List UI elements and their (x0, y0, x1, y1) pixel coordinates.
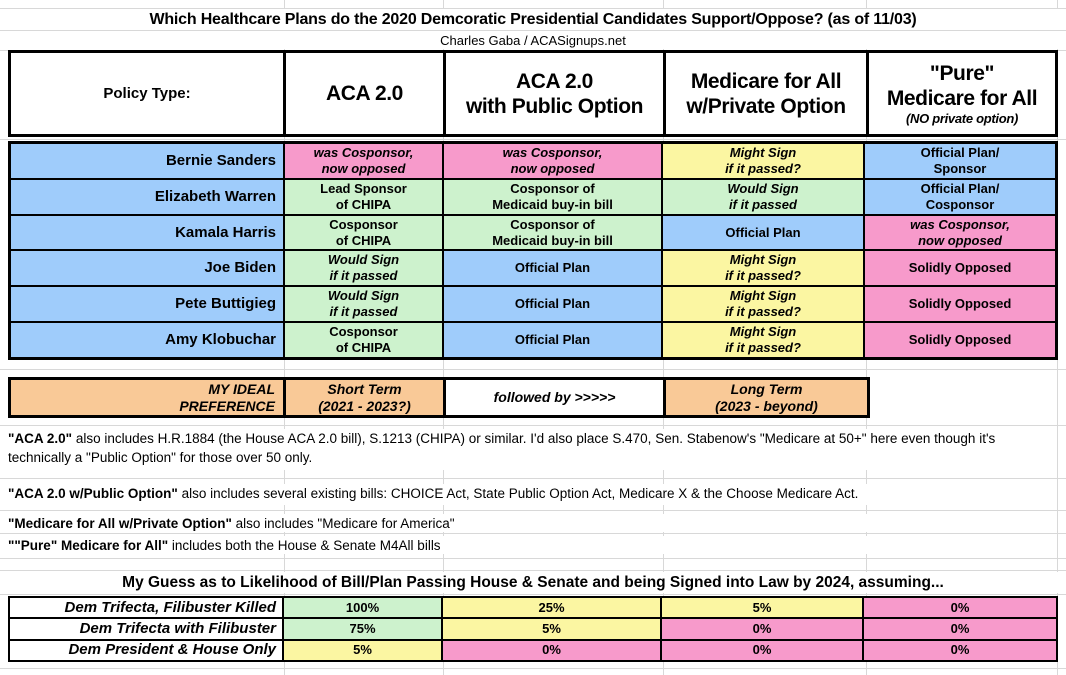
cell-biden-aca20po: Official Plan (444, 251, 661, 286)
gridline (0, 533, 1066, 534)
likelihood-title: My Guess as to Likelihood of Bill/Plan P… (0, 572, 1066, 593)
cell-harris-m4ap: Official Plan (663, 215, 863, 250)
gridline (0, 570, 1066, 571)
cell-sanders-m4ap: Might Sign if it passed? (663, 144, 863, 178)
likelihood-cell: 0% (443, 640, 660, 660)
page-subtitle: Charles Gaba / ACASignups.net (0, 31, 1066, 49)
gridline (0, 478, 1066, 479)
footnote-pure-m4a: ""Pure" Medicare for All" includes both … (8, 536, 1054, 554)
header-aca20: ACA 2.0 (286, 53, 443, 134)
likelihood-cell: 5% (443, 619, 660, 639)
footnote-aca20-public-option: "ACA 2.0 w/Public Option" also includes … (8, 484, 1054, 505)
gridline (0, 510, 1066, 511)
likelihood-cell: 75% (284, 619, 441, 639)
preference-table: MY IDEAL PREFERENCE Short Term (2021 - 202… (8, 377, 870, 418)
cell-buttigieg-pure: Solidly Opposed (865, 287, 1055, 322)
gridline (0, 8, 1066, 9)
candidate-name-warren: Elizabeth Warren (11, 179, 283, 214)
likelihood-cell: 25% (443, 598, 660, 618)
preference-label: MY IDEAL PREFERENCE (11, 380, 283, 415)
cell-klobuchar-aca20: Cosponsor of CHIPA (285, 323, 442, 357)
candidate-name-harris: Kamala Harris (11, 215, 283, 250)
cell-harris-aca20: Cosponsor of CHIPA (285, 215, 442, 250)
gridline (0, 425, 1066, 426)
cell-biden-m4ap: Might Sign if it passed? (663, 251, 863, 286)
cell-sanders-pure: Official Plan/Sponsor (865, 144, 1055, 178)
cell-buttigieg-aca20: Would Sign if it passed (285, 287, 442, 322)
likelihood-cell: 100% (284, 598, 441, 618)
cell-klobuchar-pure: Solidly Opposed (865, 323, 1055, 357)
footnote-aca20: "ACA 2.0" also includes H.R.1884 (the Ho… (8, 429, 1054, 470)
header-m4a-private-option: Medicare for All w/Private Option (666, 53, 866, 134)
likelihood-cell: 5% (284, 640, 441, 660)
cell-biden-aca20: Would Sign if it passed (285, 251, 442, 286)
likelihood-row-label-president-house: Dem President & House Only (10, 640, 282, 660)
header-pure-m4a: "Pure" Medicare for All (NO private opti… (869, 53, 1055, 134)
cell-buttigieg-aca20po: Official Plan (444, 287, 661, 322)
page-title: Which Healthcare Plans do the 2020 Demco… (0, 9, 1066, 30)
cell-warren-aca20po: Cosponsor of Medicaid buy-in bill (444, 179, 661, 214)
footnote-m4a-private: "Medicare for All w/Private Option" also… (8, 514, 1054, 532)
likelihood-cell: 0% (864, 619, 1056, 639)
likelihood-cell: 0% (864, 598, 1056, 618)
likelihood-cell: 0% (864, 640, 1056, 660)
cell-klobuchar-aca20po: Official Plan (444, 323, 661, 357)
header-aca20-public-option: ACA 2.0 with Public Option (446, 53, 663, 134)
policy-header-table: Policy Type: ACA 2.0 ACA 2.0 with Public… (8, 50, 1058, 137)
header-pure-m4a-note: (NO private option) (905, 111, 1019, 126)
cell-klobuchar-m4ap: Might Sign if it passed? (663, 323, 863, 357)
cell-biden-pure: Solidly Opposed (865, 251, 1055, 286)
gridline (0, 668, 1066, 669)
cell-harris-pure: was Cosponsor, now opposed (865, 215, 1055, 250)
likelihood-row-label-trifecta-no-filibuster: Dem Trifecta, Filibuster Killed (10, 598, 282, 618)
candidate-name-biden: Joe Biden (11, 251, 283, 286)
cell-warren-m4ap: Would Sign if it passed (663, 179, 863, 214)
candidate-name-sanders: Bernie Sanders (11, 144, 283, 178)
candidate-name-klobuchar: Amy Klobuchar (11, 323, 283, 357)
likelihood-row-label-trifecta-filibuster: Dem Trifecta with Filibuster (10, 619, 282, 639)
likelihood-cell: 0% (662, 640, 862, 660)
preference-short-term: Short Term (2021 - 2023?) (286, 380, 443, 415)
header-policy-type: Policy Type: (11, 53, 283, 134)
cell-warren-pure: Official Plan/Cosponsor (865, 179, 1055, 214)
cell-sanders-aca20: was Cosponsor, now opposed (285, 144, 442, 178)
cell-warren-aca20: Lead Sponsor of CHIPA (285, 179, 442, 214)
gridline (0, 558, 1066, 559)
cell-sanders-aca20po: was Cosponsor, now opposed (444, 144, 661, 178)
likelihood-cell: 0% (662, 619, 862, 639)
preference-followed-by: followed by >>>>> (446, 380, 663, 415)
preference-long-term: Long Term (2023 - beyond) (666, 380, 867, 415)
likelihood-cell: 5% (662, 598, 862, 618)
gridline (0, 369, 1066, 370)
likelihood-table: Dem Trifecta, Filibuster Killed 100% 25%… (8, 596, 1058, 662)
gridline (0, 594, 1066, 595)
gridline (0, 30, 1066, 31)
candidate-name-buttigieg: Pete Buttigieg (11, 287, 283, 322)
candidate-matrix-table: Bernie Sanders was Cosponsor, now opposed… (8, 141, 1058, 360)
cell-harris-aca20po: Cosponsor of Medicaid buy-in bill (444, 215, 661, 250)
cell-buttigieg-m4ap: Might Sign if it passed? (663, 287, 863, 322)
gridline (0, 139, 1066, 140)
